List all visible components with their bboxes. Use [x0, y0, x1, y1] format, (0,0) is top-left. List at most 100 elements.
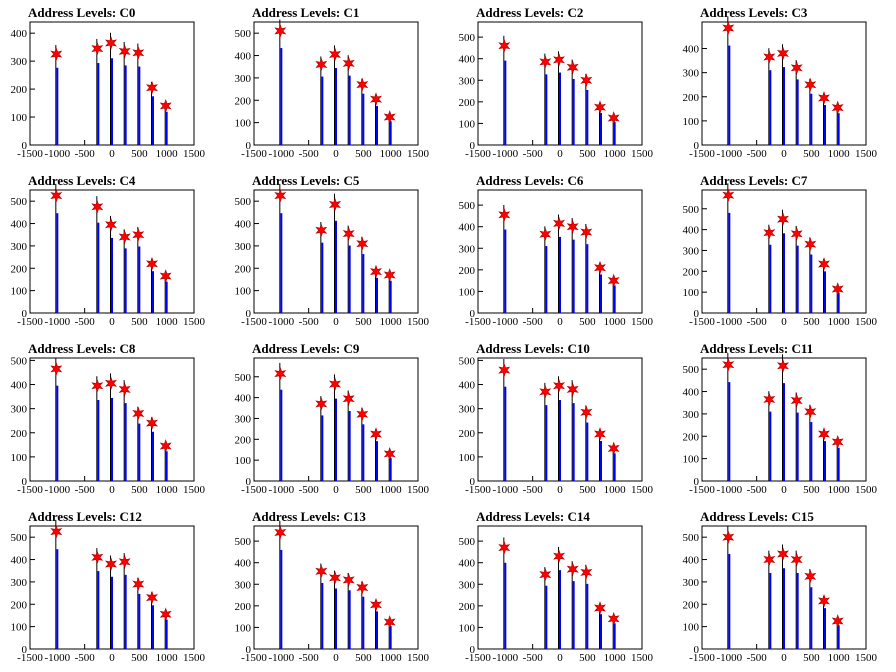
peak-marker — [145, 80, 159, 95]
peak-marker — [817, 427, 831, 441]
peak-marker — [104, 376, 118, 391]
x-tick-label: 1500 — [407, 652, 430, 664]
peak-bar — [280, 213, 283, 313]
peak-bar — [613, 453, 616, 481]
y-tick-label: 500 — [11, 355, 28, 367]
peak-marker — [790, 60, 803, 75]
peak-marker — [776, 212, 790, 227]
y-tick-label: 200 — [11, 263, 28, 275]
peak-bar — [572, 239, 575, 313]
peak-marker — [369, 597, 383, 612]
chart-panel: Address Levels: C14 0 100 200 300 400 500 -1500… — [459, 509, 654, 664]
peak-marker — [91, 41, 104, 56]
peak-marker — [315, 57, 328, 72]
y-tick-label: 100 — [235, 622, 252, 634]
y-tick-label: 100 — [459, 622, 476, 634]
peak-bar — [796, 245, 799, 313]
y-tick-label: 200 — [459, 601, 476, 613]
y-tick-label: 0 — [694, 476, 700, 488]
x-tick-label: 1000 — [380, 316, 403, 328]
peak-bar — [97, 571, 100, 649]
x-tick-label: 1000 — [604, 652, 627, 664]
y-tick-label: 200 — [235, 434, 252, 446]
y-tick-label: 300 — [683, 68, 700, 80]
peak-bar — [138, 423, 141, 481]
peak-marker — [593, 100, 607, 115]
y-tick-label: 300 — [235, 579, 252, 591]
peak-marker — [566, 382, 579, 397]
y-tick-label: 400 — [235, 558, 252, 570]
x-tick-label: -1500 — [689, 652, 715, 664]
x-tick-label: 500 — [803, 148, 820, 160]
peak-bar — [769, 244, 772, 313]
peak-marker — [383, 268, 396, 282]
peak-bar — [837, 113, 840, 145]
peak-bar — [389, 121, 392, 145]
x-tick-label: -500 — [523, 484, 544, 496]
peak-bar — [504, 60, 507, 146]
peak-marker — [383, 110, 396, 124]
peak-marker — [552, 378, 566, 393]
chart-panel: Address Levels: C11 0 100 200 300 400 500 -1500… — [683, 341, 878, 496]
y-tick-label: 400 — [235, 393, 252, 405]
y-tick-label: 100 — [11, 112, 28, 124]
y-tick-label: 100 — [459, 118, 476, 130]
y-tick-label: 300 — [459, 75, 476, 87]
peak-bar — [796, 572, 799, 649]
chart-panel: Address Levels: C13 0 100 200 300 400 500 -1500… — [235, 509, 430, 664]
chart-title: Address Levels: C0 — [28, 5, 135, 20]
y-tick-label: 400 — [459, 54, 476, 66]
peak-marker — [369, 427, 383, 442]
y-tick-label: 100 — [459, 452, 476, 464]
y-tick-label: 500 — [459, 200, 476, 212]
peak-bar — [348, 245, 351, 313]
peak-marker — [722, 188, 735, 203]
x-tick-label: -500 — [747, 148, 768, 160]
chart-title: Address Levels: C9 — [252, 341, 360, 356]
y-tick-label: 100 — [235, 286, 252, 298]
y-tick-label: 0 — [22, 476, 28, 488]
peak-marker — [342, 226, 355, 241]
peak-bar — [165, 281, 168, 313]
y-tick-label: 100 — [683, 454, 700, 466]
peak-marker — [274, 366, 287, 381]
peak-bar — [376, 106, 378, 145]
y-tick-label: 400 — [459, 380, 476, 392]
peak-marker — [159, 607, 172, 622]
peak-bar — [280, 389, 283, 481]
peak-bar — [138, 593, 141, 649]
x-tick-label: -500 — [75, 316, 96, 328]
y-tick-label: 400 — [11, 28, 28, 40]
peak-bar — [586, 583, 589, 649]
y-tick-label: 0 — [470, 476, 476, 488]
x-tick-label: 1500 — [855, 484, 878, 496]
x-tick-label: -1000 — [268, 484, 294, 496]
peak-marker — [539, 54, 552, 69]
peak-bar — [124, 403, 127, 481]
peak-marker — [132, 406, 145, 421]
peak-bar — [613, 623, 616, 649]
peak-bar — [376, 277, 378, 313]
y-tick-label: 300 — [11, 577, 28, 589]
peak-marker — [763, 392, 776, 407]
peak-bar — [362, 93, 365, 145]
x-tick-label: -1000 — [492, 148, 518, 160]
peak-marker — [369, 264, 383, 279]
y-tick-label: 400 — [11, 555, 28, 567]
x-tick-label: 0 — [109, 148, 115, 160]
y-tick-label: 400 — [683, 555, 700, 567]
x-tick-label: 500 — [579, 148, 596, 160]
peak-bar — [165, 451, 168, 481]
peak-bar — [572, 581, 575, 649]
peak-marker — [342, 56, 355, 71]
y-tick-label: 200 — [683, 92, 700, 104]
peak-marker — [539, 567, 552, 582]
x-tick-label: -500 — [523, 316, 544, 328]
x-tick-label: 1500 — [183, 652, 206, 664]
x-tick-label: -1000 — [716, 652, 742, 664]
y-tick-label: 300 — [459, 404, 476, 416]
peak-bar — [810, 422, 813, 481]
y-tick-label: 300 — [235, 73, 252, 85]
peak-marker — [831, 282, 844, 296]
peak-marker — [132, 45, 145, 60]
